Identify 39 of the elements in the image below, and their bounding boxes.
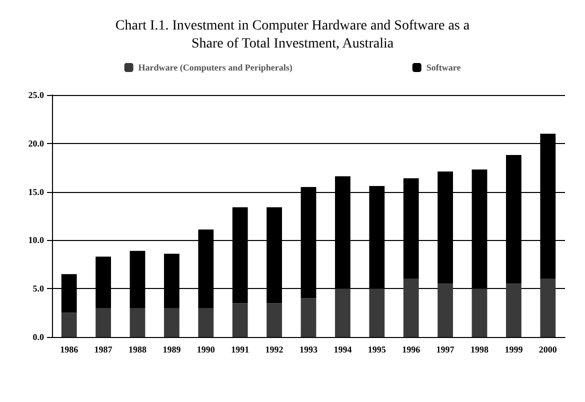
bar bbox=[438, 284, 453, 337]
x-tick-label: 1989 bbox=[162, 344, 182, 354]
y-tick-label: 10.0 bbox=[28, 235, 44, 246]
bar bbox=[472, 288, 488, 337]
bar bbox=[232, 303, 248, 337]
y-tick-label: 0.0 bbox=[32, 332, 44, 342]
x-tick-label: 2000 bbox=[538, 344, 558, 354]
x-tick-label: 1996 bbox=[402, 344, 421, 354]
legend-label: Hardware (Computers and Peripherals) bbox=[138, 62, 292, 72]
x-tick-label: 1992 bbox=[265, 344, 284, 354]
bar bbox=[540, 278, 556, 337]
bar bbox=[198, 308, 214, 337]
bar bbox=[369, 288, 385, 337]
x-tick-label: 1987 bbox=[94, 344, 113, 354]
x-tick-label: 1997 bbox=[436, 344, 455, 354]
chart-title: Chart I.1. Investment in Computer Hardware and Software as a Share of Total Investment, Australia bbox=[115, 18, 470, 52]
bar bbox=[403, 278, 419, 337]
bar bbox=[61, 312, 77, 337]
legend-label: Software bbox=[426, 62, 461, 72]
x-tick-label: 1993 bbox=[300, 344, 318, 354]
bar bbox=[130, 308, 146, 337]
y-tick-label: 15.0 bbox=[28, 186, 44, 197]
x-tick-label: 1994 bbox=[334, 344, 352, 354]
y-tick-label: 20.0 bbox=[28, 138, 44, 148]
x-tick-label: 1990 bbox=[196, 344, 216, 354]
bar bbox=[335, 288, 350, 337]
bar bbox=[300, 298, 316, 337]
bar bbox=[266, 303, 282, 337]
bar bbox=[164, 308, 180, 337]
x-tick-label: 1991 bbox=[231, 344, 250, 354]
y-tick-label: 5.0 bbox=[32, 284, 44, 294]
x-tick-label: 1988 bbox=[128, 344, 147, 354]
x-tick-label: 1986 bbox=[60, 344, 79, 354]
x-tick-label: 1999 bbox=[504, 344, 524, 354]
x-tick-label: 1998 bbox=[470, 344, 489, 354]
y-tick-label: 25.0 bbox=[28, 90, 44, 100]
x-tick-label: 1995 bbox=[368, 344, 386, 354]
bar bbox=[506, 284, 522, 337]
bar bbox=[96, 308, 111, 337]
